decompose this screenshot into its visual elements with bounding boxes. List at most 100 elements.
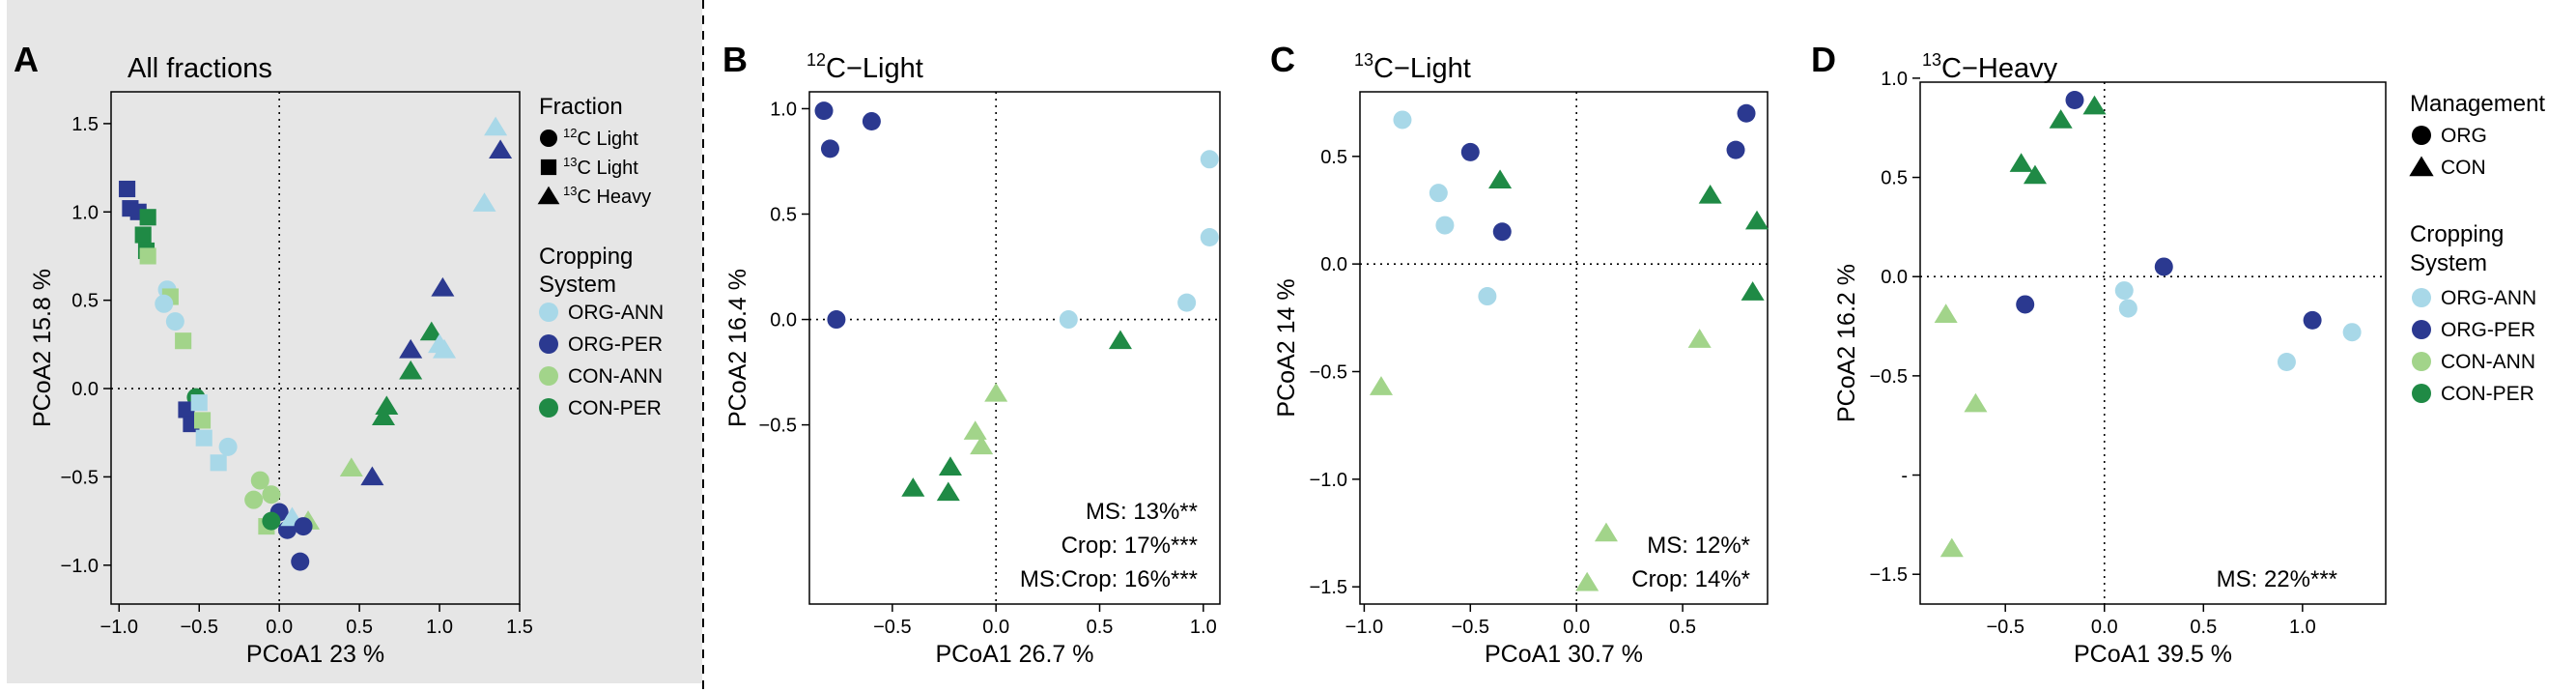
panel-a-title: All fractions	[127, 53, 272, 84]
plot-frame	[1359, 91, 1769, 605]
point-con-per-circle	[262, 511, 281, 531]
point-con-ann-circle	[250, 471, 269, 490]
y-tick-label: −1.0	[61, 556, 99, 577]
legend-fraction-title: Fraction	[539, 94, 623, 120]
panel-c-plot: −1.0 −0.5 0.0 0.5 −1.5 −1.0 −0.5 0.0 0.5 PCoA1 30…	[1273, 91, 1769, 668]
point-org-ann-circle	[2118, 299, 2137, 318]
x-tick-label: 0.0	[982, 617, 1009, 638]
plot-frame	[110, 91, 521, 605]
legend-cropping-title-line2: System	[2410, 250, 2487, 276]
y-axis-label: PCoA2 14 %	[1273, 278, 1300, 417]
x-tick-label: 1.0	[426, 617, 453, 638]
legend-cropping-label: ORG-PER	[568, 333, 663, 356]
y-tick-label: 0.0	[770, 310, 797, 332]
x-tick-label: 0.5	[1087, 617, 1114, 638]
legend-cropping-label: CON-PER	[568, 397, 662, 419]
legend-management-label: CON	[2441, 157, 2486, 179]
point-con-per-triangle	[1741, 281, 1765, 301]
legend-cropping-label: ORG-PER	[2441, 319, 2535, 341]
plot-frame	[1919, 81, 2387, 605]
legend-dot-org-per	[2412, 320, 2431, 339]
x-tick-label: −0.5	[1986, 617, 2024, 638]
legend-cropping-label: CON-ANN	[2441, 351, 2535, 373]
point-org-per-circle	[1492, 222, 1512, 242]
x-tick-label: −0.5	[873, 617, 911, 638]
y-tick-label: 1.5	[71, 114, 99, 135]
point-org-per-square	[119, 180, 136, 198]
panel-b-title-main: C−Light	[826, 53, 923, 84]
point-org-ann-circle	[1478, 287, 1497, 306]
y-tick-label: −1.5	[1310, 577, 1347, 598]
legend-cropping-title-line1: Cropping	[2410, 221, 2504, 247]
panel-c-title: 13C−Light	[1354, 50, 1471, 84]
point-org-ann-square	[190, 394, 208, 412]
legend-panel-a: Fraction 12C Light 13C Light 13C Heavy Cro…	[537, 94, 664, 419]
legend-shape-square	[540, 159, 557, 176]
stat-label: MS: 12%*	[1647, 533, 1750, 559]
x-tick-label: 1.5	[506, 617, 533, 638]
y-axis-label: PCoA2 16.2 %	[1833, 264, 1860, 422]
x-tick-label: 1.0	[2289, 617, 2316, 638]
y-tick-label: 0.5	[71, 291, 99, 312]
point-org-ann-circle	[155, 294, 174, 313]
x-axis-label: PCoA1 30.7 %	[1485, 641, 1643, 668]
stat-label: Crop: 17%***	[1062, 533, 1198, 559]
legend-dot-con-per	[2412, 384, 2431, 403]
point-con-per-triangle	[2049, 109, 2073, 129]
x-tick-label: 1.0	[1190, 617, 1217, 638]
point-org-per-circle	[862, 112, 881, 131]
point-con-ann-triangle	[970, 435, 994, 455]
legend-dot-con-per	[539, 398, 558, 418]
point-con-ann-circle	[244, 490, 264, 509]
y-tick-label: −1.0	[1310, 470, 1347, 491]
legend-shape-triangle	[2409, 156, 2434, 177]
point-org-ann-circle	[1059, 310, 1078, 330]
y-tick-label: −1.5	[1870, 564, 1908, 586]
legend-management-label: ORG	[2441, 125, 2487, 147]
legend-fraction-label: 12C Light	[563, 126, 638, 150]
panel-d-title-isotope: 13	[1922, 50, 1941, 70]
point-org-per-triangle	[399, 338, 423, 359]
y-axis-label: PCoA2 15.8 %	[29, 269, 56, 427]
panel-d-title-main: C−Heavy	[1941, 53, 2058, 84]
panel-c-title-isotope: 13	[1354, 50, 1373, 70]
point-con-per-square	[139, 209, 156, 226]
point-con-ann-triangle	[963, 420, 987, 440]
point-con-per-triangle	[419, 321, 443, 341]
point-org-ann-circle	[1429, 184, 1448, 203]
point-org-ann-circle	[2342, 323, 2362, 342]
point-org-ann-circle	[1200, 150, 1219, 169]
legend-cropping-title-line1: Cropping	[539, 244, 633, 270]
panel-a-plot: −1.0 −0.5 0.0 0.5 1.0 1.5 −1.0 −0.5 0.0 0.5 1.0 1.5…	[29, 91, 533, 668]
legend-cropping-label: CON-ANN	[568, 365, 663, 388]
point-org-per-square	[178, 401, 195, 418]
y-tick-label: −0.5	[61, 467, 99, 488]
x-tick-label: 0.0	[1563, 617, 1590, 638]
x-tick-label: 0.5	[2190, 617, 2217, 638]
stat-label: MS: 22%***	[2217, 566, 2337, 592]
stat-label: MS:Crop: 16%***	[1020, 566, 1198, 592]
point-con-ann-triangle	[1575, 571, 1599, 591]
point-con-per-triangle	[901, 477, 925, 497]
x-tick-label: −0.5	[180, 617, 217, 638]
point-org-ann-circle	[1177, 293, 1197, 312]
point-org-ann-circle	[165, 312, 184, 332]
x-tick-label: −1.0	[1345, 617, 1383, 638]
y-tick-label: −0.5	[759, 416, 797, 437]
legend-shape-circle	[540, 130, 557, 147]
point-con-per-triangle	[2023, 164, 2047, 185]
legend-shape-circle	[2412, 126, 2431, 145]
point-org-ann-triangle	[484, 116, 508, 136]
x-tick-label: 0.0	[2091, 617, 2118, 638]
point-con-ann-triangle	[1939, 537, 1964, 558]
point-org-ann-circle	[1393, 110, 1412, 130]
point-org-ann-circle	[2277, 353, 2296, 372]
y-tick-label: 0.5	[770, 205, 797, 226]
point-org-per-triangle	[489, 139, 513, 159]
legend-cropping-title-line2: System	[539, 272, 616, 298]
x-axis-label: PCoA1 26.7 %	[936, 641, 1094, 668]
point-org-ann-square	[210, 454, 227, 472]
point-con-ann-triangle	[1934, 303, 1958, 323]
panel-b-title: 12C−Light	[807, 50, 923, 84]
point-con-per-triangle	[375, 395, 399, 416]
